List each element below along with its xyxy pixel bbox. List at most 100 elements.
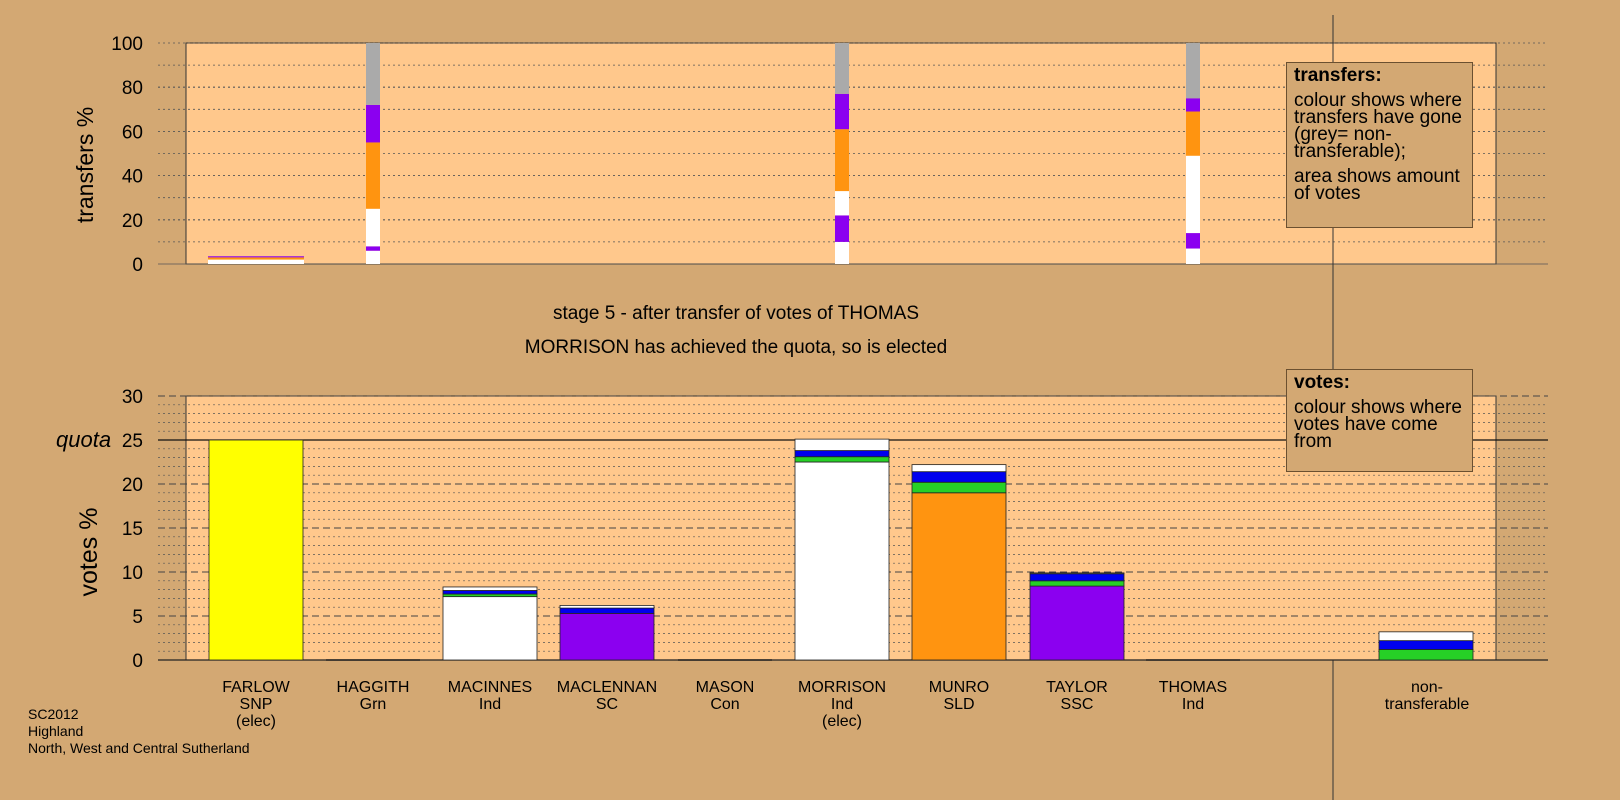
candidate-label: TAYLOR SSC	[1017, 679, 1137, 713]
y-tick-label: 5	[132, 607, 143, 628]
footer-election: SC2012	[28, 706, 79, 722]
vote-segment	[911, 481, 1007, 494]
candidate-name: MUNRO	[928, 679, 990, 696]
transfer-segment	[1186, 43, 1200, 99]
transfer-segment	[835, 215, 849, 242]
transfer-segment	[1186, 98, 1200, 112]
votes-legend-text: colour shows where votes have come from	[1294, 397, 1462, 452]
candidate-note: (elec)	[821, 713, 862, 730]
candidate-name: MASON	[695, 679, 755, 696]
y-tick-label: 80	[122, 78, 143, 99]
candidate-label: MASON Con	[665, 679, 785, 713]
footer-ward: North, West and Central Sutherland	[28, 740, 250, 756]
candidate-name: MACINNES	[447, 679, 533, 696]
y-tick-label: 60	[122, 122, 143, 143]
vote-segment	[559, 607, 655, 614]
transfer-segment	[208, 256, 304, 258]
transfers-legend-text-1: colour shows where transfers have gone (…	[1294, 90, 1462, 162]
stage-caption: stage 5 - after transfer of votes of THO…	[552, 303, 920, 324]
footer-council: Highland	[28, 723, 84, 739]
vote-segment	[911, 471, 1007, 483]
candidate-name: TAYLOR	[1046, 679, 1108, 696]
y-tick-label: 0	[132, 651, 143, 672]
transfer-segment	[835, 93, 849, 130]
candidate-label: FARLOW SNP (elec)	[196, 679, 316, 730]
transfer-segment	[208, 257, 304, 260]
vote-segment	[559, 612, 655, 661]
candidate-party: Ind	[830, 696, 854, 713]
vote-segment	[1029, 580, 1125, 587]
y-tick-label: 40	[122, 167, 143, 188]
candidate-label: MACLENNAN SC	[547, 679, 667, 713]
candidate-name: THOMAS	[1158, 679, 1228, 696]
nontransferable-label-2: transferable	[1384, 696, 1470, 713]
vote-segment	[1378, 631, 1474, 642]
transfer-segment	[835, 241, 849, 264]
votes-legend: votes: colour shows where votes have com…	[1286, 369, 1473, 472]
vote-segment	[442, 596, 538, 661]
vote-segment	[1029, 573, 1125, 582]
quota-label: quota	[56, 427, 111, 452]
footer: SC2012 Highland North, West and Central …	[28, 706, 250, 757]
candidate-name: FARLOW	[222, 679, 290, 696]
transfer-segment	[835, 43, 849, 94]
vote-segment	[1029, 585, 1125, 661]
candidate-label: THOMAS Ind	[1133, 679, 1253, 713]
candidate-party: Grn	[359, 696, 387, 713]
transfer-segment	[366, 208, 380, 247]
candidate-party: Con	[710, 696, 740, 713]
y-tick-label: 25	[122, 431, 143, 452]
y-axis-label: votes %	[75, 508, 103, 597]
transfer-segment	[366, 104, 380, 143]
transfer-segment	[366, 43, 380, 105]
transfers-legend-title: transfers:	[1294, 65, 1382, 86]
candidate-party: Ind	[478, 696, 502, 713]
candidate-name: MORRISON	[798, 679, 886, 696]
vote-segment	[442, 586, 538, 591]
candidate-party: SC	[595, 696, 619, 713]
transfer-segment	[835, 129, 849, 192]
vote-segment	[1378, 640, 1474, 650]
transfer-segment	[1186, 155, 1200, 234]
nontransferable-label-1: non-	[1410, 679, 1444, 696]
y-tick-label: 20	[122, 475, 143, 496]
vote-segment	[1378, 649, 1474, 661]
nontransferable-label: non- transferable	[1362, 679, 1492, 713]
transfer-segment	[1186, 248, 1200, 264]
candidate-party: SNP	[239, 696, 273, 713]
vote-segment	[559, 605, 655, 609]
votes-legend-title: votes:	[1294, 372, 1350, 393]
candidate-party: SLD	[943, 696, 975, 713]
transfer-segment	[208, 259, 304, 264]
candidate-party: SSC	[1060, 696, 1094, 713]
y-tick-label: 10	[122, 563, 143, 584]
transfer-segment	[1186, 233, 1200, 249]
candidate-label: MACINNES Ind	[430, 679, 550, 713]
y-tick-label: 20	[122, 211, 143, 232]
candidate-name: HAGGITH	[336, 679, 410, 696]
candidate-label: MUNRO SLD	[899, 679, 1019, 713]
vote-segment	[794, 450, 890, 458]
candidate-party: Ind	[1181, 696, 1205, 713]
vote-segment	[911, 464, 1007, 473]
transfer-segment	[835, 191, 849, 216]
y-tick-label: 0	[132, 255, 143, 276]
transfer-segment	[366, 250, 380, 264]
y-tick-label: 100	[111, 34, 143, 55]
candidate-name: MACLENNAN	[556, 679, 658, 696]
transfer-segment	[366, 142, 380, 209]
vote-segment	[794, 461, 890, 661]
vote-segment	[442, 590, 538, 595]
candidate-note: (elec)	[235, 713, 276, 730]
y-tick-label: 15	[122, 519, 143, 540]
vote-segment	[911, 492, 1007, 661]
vote-segment	[1029, 572, 1125, 575]
candidate-label: MORRISON Ind (elec)	[782, 679, 902, 730]
transfers-legend-text-2: area shows amount of votes	[1294, 166, 1460, 204]
candidate-label: HAGGITH Grn	[313, 679, 433, 713]
y-axis-label: transfers %	[72, 107, 98, 223]
vote-segment	[794, 456, 890, 463]
vote-segment	[794, 438, 890, 451]
transfer-segment	[1186, 111, 1200, 156]
